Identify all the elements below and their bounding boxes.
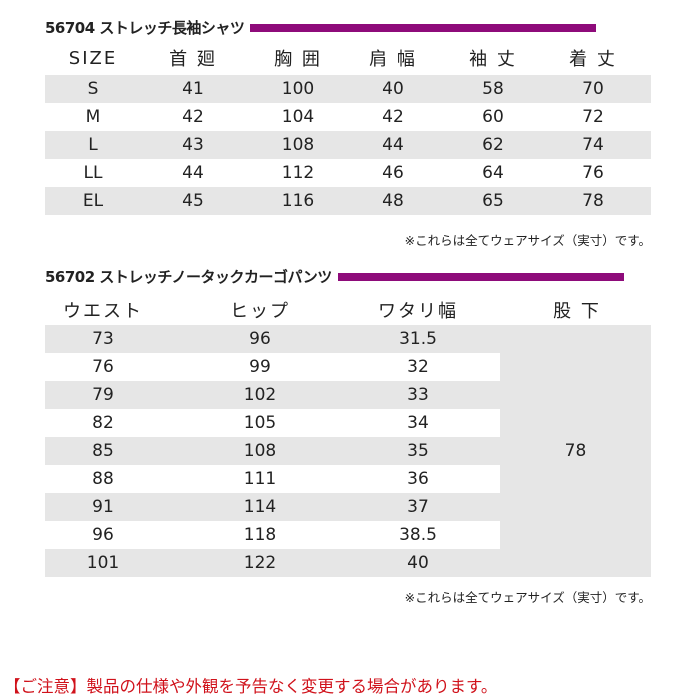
table-cell: 116 [281, 191, 315, 211]
table-cell: 32 [407, 357, 429, 377]
table-cell: 33 [407, 385, 429, 405]
table-cell: 82 [92, 413, 114, 433]
table-row: L 43 108 44 62 74 [45, 131, 651, 159]
column-header: ウエスト [63, 301, 143, 322]
table-cell: 122 [243, 553, 277, 573]
table-cell: 46 [382, 163, 404, 183]
header-row: SIZE 首 廻 胸 囲 肩 幅 袖 丈 着 丈 [45, 44, 651, 72]
table-cell: 65 [482, 191, 504, 211]
table-cell: 85 [92, 441, 114, 461]
table-row: 101 122 40 [45, 549, 500, 577]
table-cell: EL [82, 191, 104, 211]
table-row: 73 96 31.5 [45, 325, 500, 353]
table-cell: 44 [182, 163, 204, 183]
title-bar [250, 23, 597, 32]
table-cell: 37 [407, 497, 429, 517]
table-cell: 101 [86, 553, 120, 573]
table-cell: 44 [382, 135, 404, 155]
table-cell: 112 [281, 163, 315, 183]
table-cell: 35 [407, 441, 429, 461]
table-cell: 38.5 [399, 525, 437, 545]
table-cell: 40 [382, 79, 404, 99]
header-row: ウエスト ヒップ ワタリ幅 股 下 [45, 296, 651, 324]
table-cell: 43 [182, 135, 204, 155]
shirt-title: 56704 ストレッチ長袖シャツ [45, 17, 597, 38]
table-row: 82 105 34 [45, 409, 500, 437]
footer-warning: 【ご注意】製品の仕様や外観を予告なく変更する場合があります。 [4, 677, 498, 696]
table-cell: 104 [281, 107, 315, 127]
table-cell: 45 [182, 191, 204, 211]
column-header: 胸 囲 [274, 49, 322, 70]
table-row: 79 102 33 [45, 381, 500, 409]
table-cell: 74 [582, 135, 604, 155]
pants-title-text: 56702 ストレッチノータックカーゴパンツ [45, 268, 332, 286]
table-row: 76 99 32 [45, 353, 500, 381]
table-cell: 96 [249, 329, 271, 349]
table-cell: 111 [243, 469, 277, 489]
pants-title: 56702 ストレッチノータックカーゴパンツ [45, 266, 624, 287]
table-cell: 72 [582, 107, 604, 127]
table-row: 96 118 38.5 [45, 521, 500, 549]
table-cell: LL [83, 163, 103, 183]
table-cell: L [88, 135, 98, 155]
column-header: 袖 丈 [469, 49, 517, 70]
pants-note: ※これらは全てウェアサイズ（実寸）です。 [404, 590, 651, 605]
table-cell: 42 [182, 107, 204, 127]
title-bar [337, 272, 624, 281]
table-cell: 108 [281, 135, 315, 155]
column-header: 首 廻 [169, 49, 217, 70]
table-cell: 91 [92, 497, 114, 517]
column-header: SIZE [68, 47, 118, 69]
table-row: 85 108 35 [45, 437, 500, 465]
table-cell: 114 [243, 497, 277, 517]
table-row: LL 44 112 46 64 76 [45, 159, 651, 187]
table-cell: 76 [582, 163, 604, 183]
table-row: M 42 104 42 60 72 [45, 103, 651, 131]
table-cell: 78 [582, 191, 604, 211]
table-cell: 64 [482, 163, 504, 183]
table-cell: M [85, 107, 101, 127]
table-cell: 105 [243, 413, 277, 433]
table-cell: 48 [382, 191, 404, 211]
table-cell: 73 [92, 329, 114, 349]
table-cell: 40 [407, 553, 429, 573]
table-cell: 76 [92, 357, 114, 377]
column-header: 股 下 [553, 301, 601, 322]
table-cell: 34 [407, 413, 429, 433]
column-header: 肩 幅 [369, 49, 417, 70]
table-cell: 118 [243, 525, 277, 545]
column-header: ワタリ幅 [378, 301, 458, 322]
table-cell: 99 [249, 357, 271, 377]
table-cell: 70 [582, 79, 604, 99]
table-row: 88 111 36 [45, 465, 500, 493]
table-cell: 31.5 [399, 329, 437, 349]
table-cell: 79 [92, 385, 114, 405]
table-cell: 96 [92, 525, 114, 545]
table-cell: S [87, 79, 99, 99]
table-row: 91 114 37 [45, 493, 500, 521]
shirt-title-text: 56704 ストレッチ長袖シャツ [45, 19, 245, 37]
table-cell: 108 [243, 441, 277, 461]
table-cell: 102 [243, 385, 277, 405]
table-row: S 41 100 40 58 70 [45, 75, 651, 103]
table-cell: 60 [482, 107, 504, 127]
table-cell: 88 [92, 469, 114, 489]
table-cell: 42 [382, 107, 404, 127]
table-cell: 41 [182, 79, 204, 99]
table-row: EL 45 116 48 65 78 [45, 187, 651, 215]
column-header: 着 丈 [569, 49, 617, 70]
table-cell: 36 [407, 469, 429, 489]
table-cell: 100 [281, 79, 315, 99]
table-cell: 58 [482, 79, 504, 99]
shirt-note: ※これらは全てウェアサイズ（実寸）です。 [404, 233, 651, 248]
table-cell: 62 [482, 135, 504, 155]
inseam-value: 78 [500, 325, 651, 577]
column-header: ヒップ [230, 301, 290, 322]
